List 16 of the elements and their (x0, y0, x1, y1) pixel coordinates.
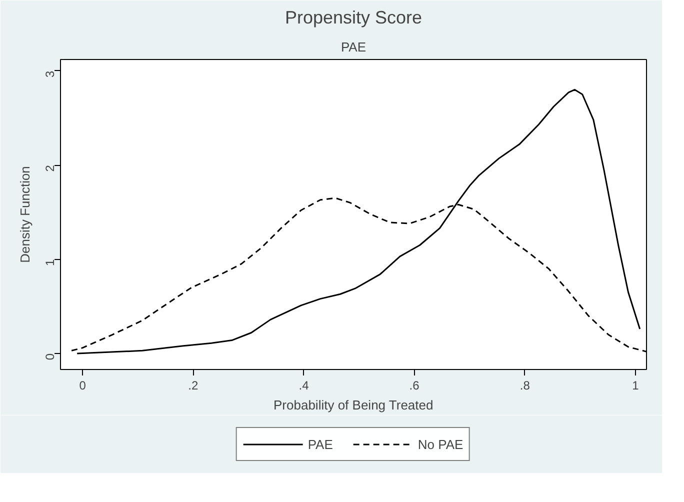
x-tick-label: 1 (632, 378, 640, 392)
chart-subtitle: PAE (340, 40, 366, 54)
y-tick-label: 3 (43, 70, 57, 78)
x-tick-label: .2 (188, 378, 199, 392)
chart-title: Propensity Score (284, 8, 422, 28)
y-tick-label: 0 (43, 353, 57, 360)
x-tick-label: .6 (409, 378, 420, 392)
legend-label: PAE (308, 436, 333, 452)
y-tick-label: 1 (43, 258, 57, 266)
x-tick-label: .8 (520, 378, 530, 392)
x-tick-label: .4 (298, 378, 310, 392)
x-tick-label: 0 (79, 378, 86, 392)
legend-label: No PAE (418, 436, 464, 452)
y-axis-title: Density Function (18, 166, 32, 263)
y-tick-label: 2 (43, 164, 57, 172)
x-axis-title: Probability of Being Treated (274, 398, 434, 412)
